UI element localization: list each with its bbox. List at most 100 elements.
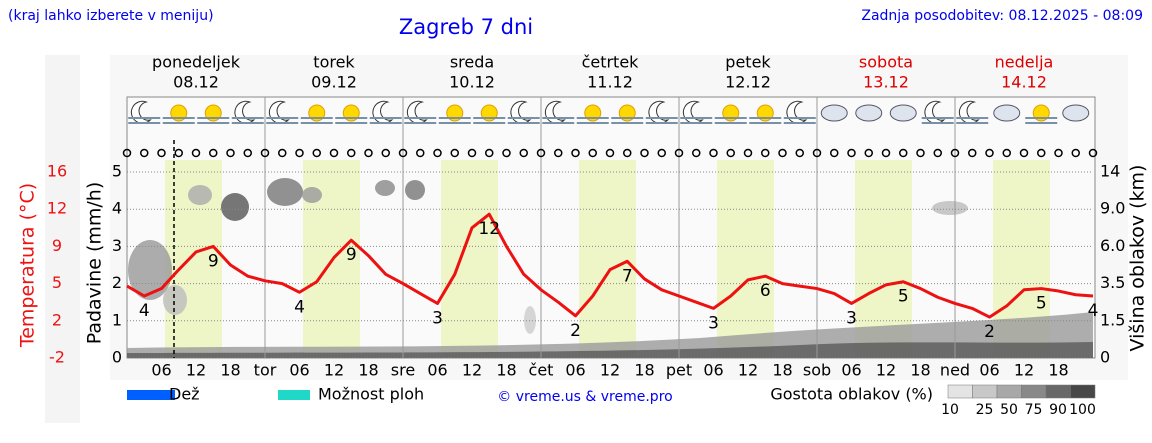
wind-marker xyxy=(830,148,839,158)
legend-swatch xyxy=(127,390,175,400)
wind-marker xyxy=(1002,148,1011,158)
credit: © vreme.us & vreme.pro xyxy=(497,389,672,405)
cloud-axis-label: Višina oblakov (km) xyxy=(1127,165,1149,352)
wind-marker xyxy=(278,148,287,158)
wind-marker xyxy=(140,148,149,158)
fog-icon xyxy=(921,117,954,124)
wind-marker xyxy=(709,148,718,158)
x-tick-label: sob xyxy=(803,361,831,380)
temperature-label: 3 xyxy=(846,308,857,328)
fog-icon xyxy=(783,117,816,124)
wind-marker xyxy=(398,148,408,158)
t-tick-label: -2 xyxy=(49,348,65,367)
wind-marker xyxy=(726,148,735,158)
fog-icon xyxy=(956,117,989,124)
fog-icon xyxy=(197,117,230,124)
day-date: 11.12 xyxy=(587,73,633,92)
temperature-label: 12 xyxy=(478,219,500,239)
x-tick-label: 12 xyxy=(876,361,896,380)
wind-marker xyxy=(157,148,166,158)
wind-marker xyxy=(795,148,804,158)
cloud-icon xyxy=(820,104,848,122)
cloud-blob xyxy=(128,240,172,300)
cloud-blob xyxy=(267,178,303,206)
x-tick-label: 06 xyxy=(565,361,585,380)
cloud-blob xyxy=(375,180,395,196)
wind-marker xyxy=(1088,148,1098,158)
x-tick-label: 12 xyxy=(324,361,344,380)
wind-marker xyxy=(640,148,649,158)
wind-marker xyxy=(881,148,891,158)
fog-icon xyxy=(473,117,506,124)
temperature-label: 5 xyxy=(898,287,909,307)
wind-marker xyxy=(1037,148,1046,158)
wind-marker xyxy=(743,148,753,158)
wind-marker xyxy=(329,148,339,158)
x-tick-label: 06 xyxy=(151,361,171,380)
day-name: petek xyxy=(725,53,771,72)
x-tick-label: 18 xyxy=(910,361,930,380)
wind-marker xyxy=(1071,148,1080,158)
temperature-label: 6 xyxy=(760,281,771,301)
x-tick-label: 06 xyxy=(427,361,447,380)
density-swatch xyxy=(996,384,1022,399)
density-swatch xyxy=(1070,384,1096,399)
fog-icon xyxy=(576,117,609,124)
wind-marker xyxy=(812,148,822,158)
x-tick-label: čet xyxy=(529,361,554,380)
fog-icon xyxy=(231,117,264,124)
density-tick: 100 xyxy=(1069,402,1096,418)
wind-marker xyxy=(209,148,218,158)
cloud-icon xyxy=(993,104,1021,122)
wind-marker xyxy=(174,148,183,158)
temperature-label: 2 xyxy=(570,321,581,341)
day-date: 12.12 xyxy=(725,73,771,92)
temperature-label: 9 xyxy=(346,245,357,265)
legend-label: Dež xyxy=(169,385,200,404)
density-tick: 90 xyxy=(1049,402,1067,418)
cloud-icon xyxy=(889,104,917,122)
x-tick-label: 18 xyxy=(496,361,516,380)
wind-marker xyxy=(243,148,252,158)
day-name: sobota xyxy=(859,53,913,72)
day-date: 14.12 xyxy=(1001,73,1047,92)
fog-icon xyxy=(611,117,644,124)
temperature-label: 4 xyxy=(139,301,150,321)
density-tick: 75 xyxy=(1025,402,1043,418)
fog-icon xyxy=(438,117,471,124)
wind-marker xyxy=(847,148,856,158)
x-tick-label: 12 xyxy=(462,361,482,380)
fog-icon xyxy=(335,117,368,124)
cloud-icon xyxy=(855,104,883,122)
day-date: 13.12 xyxy=(863,73,909,92)
wind-marker xyxy=(416,148,425,158)
x-tick-label: 06 xyxy=(703,361,723,380)
density-swatch xyxy=(1021,384,1047,399)
wind-marker xyxy=(571,148,580,158)
fog-icon xyxy=(404,117,437,124)
density-tick: 50 xyxy=(1000,402,1018,418)
daylight-band xyxy=(717,160,774,358)
header-left: (kraj lahko izberete v meniju) xyxy=(8,8,214,24)
density-tick: 10 xyxy=(941,402,959,418)
wind-marker xyxy=(226,148,235,158)
fog-icon xyxy=(714,117,747,124)
t-tick-label: 5 xyxy=(52,273,62,292)
cloud-blob xyxy=(302,187,322,203)
t-tick-label: 16 xyxy=(47,162,67,181)
temperature-label: 2 xyxy=(984,322,995,342)
temperature-label: 7 xyxy=(622,266,633,286)
t-tick-label: 12 xyxy=(47,199,67,218)
density-tick: 25 xyxy=(976,402,994,418)
wind-marker xyxy=(588,148,597,158)
wind-marker xyxy=(692,148,701,158)
x-tick-label: 18 xyxy=(220,361,240,380)
day-date: 10.12 xyxy=(449,73,495,92)
temperature-label: 3 xyxy=(708,313,719,333)
x-tick-label: 18 xyxy=(358,361,378,380)
x-tick-label: 12 xyxy=(738,361,758,380)
fog-icon xyxy=(300,117,333,124)
x-tick-label: ned xyxy=(940,361,970,380)
wind-marker xyxy=(1019,148,1029,158)
wind-marker xyxy=(467,148,477,158)
